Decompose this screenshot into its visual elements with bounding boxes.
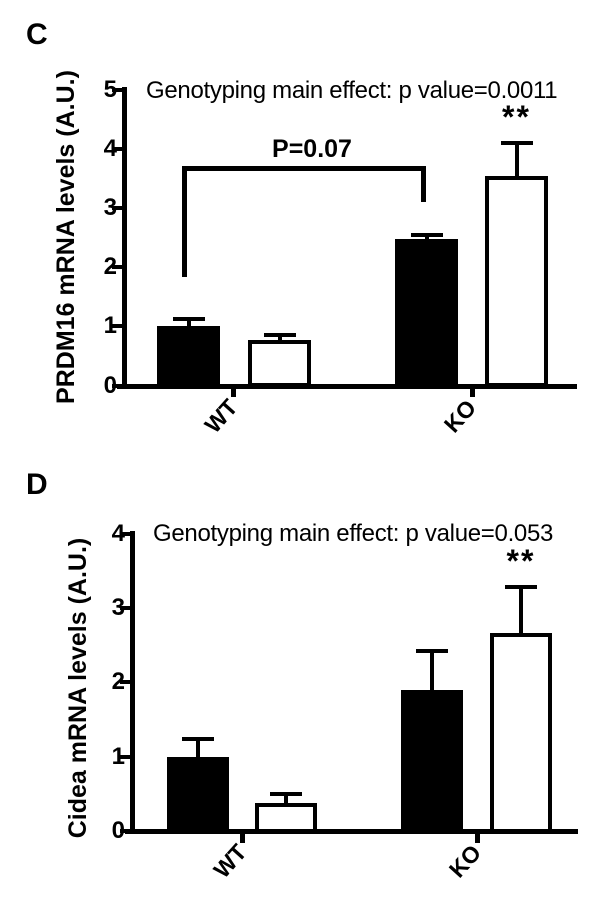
significance-stars: **	[502, 98, 531, 135]
chart-title-d: Genotyping main effect: p value=0.053	[153, 520, 554, 547]
error-bar-stem	[519, 587, 523, 638]
error-bar-stem	[514, 142, 519, 180]
y-tick-label: 0	[103, 371, 117, 399]
y-tick-label: 2	[111, 668, 125, 696]
error-bar-stem	[196, 738, 200, 761]
y-tick-mark	[112, 205, 122, 210]
error-bar-cap	[410, 232, 443, 237]
error-bar-cap	[270, 791, 302, 796]
error-bar-stem	[424, 234, 429, 243]
error-bar-stem	[186, 318, 191, 331]
y-tick-mark	[120, 680, 130, 685]
y-tick-mark	[112, 383, 122, 388]
x-tick-mark	[240, 833, 245, 843]
y-tick-mark	[112, 87, 122, 92]
bar-chart-d: 0 1 2 3 4 WT KO **	[0, 440, 614, 900]
y-tick-mark	[112, 265, 122, 270]
y-tick-label: 1	[103, 312, 117, 340]
bar-filled	[157, 326, 220, 388]
bar-filled	[395, 238, 458, 388]
bar-filled	[401, 689, 463, 833]
y-tick-mark	[120, 829, 130, 833]
y-tick-label: 4	[103, 134, 117, 162]
error-bar-cap	[416, 649, 448, 654]
x-tick-mark	[231, 388, 236, 397]
y-tick-mark	[112, 324, 122, 329]
bar-open	[248, 339, 311, 388]
y-tick-label: 5	[103, 75, 117, 103]
error-bar-cap	[500, 140, 533, 145]
bracket-left-arm	[182, 166, 187, 277]
error-bar-cap	[172, 316, 205, 321]
y-tick-label: 1	[111, 742, 125, 770]
x-category-label: KO	[443, 839, 487, 883]
panel-label-d: D	[26, 468, 48, 501]
y-axis-line	[130, 530, 135, 834]
bar-open	[255, 802, 317, 833]
y-tick-label: 0	[111, 817, 125, 844]
error-bar-stem	[430, 651, 434, 694]
bar-chart-c: 0 1 2 3 4 5 WT KO P=0.07 **	[103, 75, 577, 438]
x-axis-line	[125, 829, 578, 834]
y-tick-label: 2	[103, 253, 117, 281]
error-bar-cap	[263, 332, 296, 337]
y-tick-mark	[120, 754, 130, 759]
x-category-label: WT	[208, 839, 252, 883]
error-bar-cap	[505, 585, 537, 590]
x-tick-mark	[475, 833, 480, 843]
significance-stars: **	[506, 543, 536, 580]
bar-open	[490, 633, 552, 833]
bracket-horizontal-bar	[182, 166, 426, 171]
chart-title-c: Genotyping main effect: p value=0.0011	[146, 77, 558, 104]
error-bar-stem	[284, 793, 288, 807]
y-tick-mark	[120, 606, 130, 611]
y-tick-mark	[112, 146, 122, 151]
x-category-label: WT	[199, 393, 243, 438]
panel-label-c: C	[26, 18, 48, 51]
x-category-label: KO	[438, 393, 482, 438]
error-bar-stem	[277, 334, 282, 344]
x-axis-line	[117, 383, 577, 389]
bracket-p-value-label: P=0.07	[272, 135, 352, 163]
bracket-right-arm	[421, 166, 426, 202]
bar-open	[485, 175, 548, 388]
bar-filled	[167, 756, 229, 833]
error-bar-cap	[182, 736, 214, 741]
y-tick-mark	[120, 531, 130, 536]
y-tick-label: 3	[111, 594, 125, 622]
y-tick-label: 3	[103, 193, 117, 221]
y-tick-label: 4	[111, 519, 125, 547]
x-tick-mark	[470, 388, 475, 397]
y-axis-line	[122, 86, 127, 388]
